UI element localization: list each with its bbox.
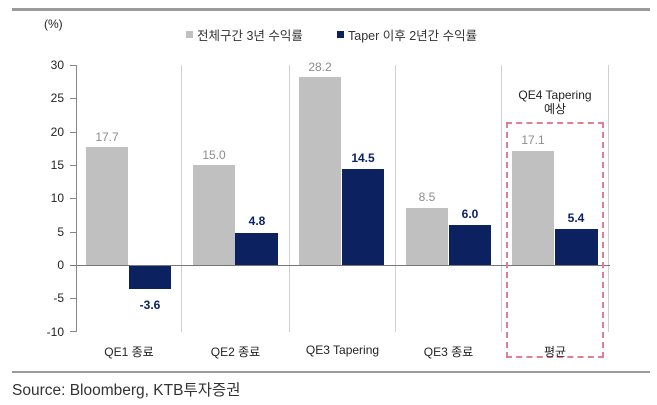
y-tick: 0 bbox=[57, 258, 64, 272]
annotation-qe4-tapering: QE4 Tapering 예상 bbox=[502, 88, 608, 116]
x-category-label: QE3 종료 bbox=[423, 345, 474, 359]
value-label-taper: -3.6 bbox=[139, 298, 161, 312]
y-tickmark bbox=[70, 198, 76, 199]
category-separator bbox=[501, 65, 502, 332]
bar-total-qe2-end bbox=[193, 165, 235, 265]
y-axis bbox=[76, 65, 77, 332]
value-label-taper: 14.5 bbox=[351, 151, 375, 165]
category-separator bbox=[395, 65, 396, 332]
y-tick: 15 bbox=[50, 158, 64, 172]
value-label-total: 8.5 bbox=[418, 190, 436, 204]
value-label-taper: 6.0 bbox=[461, 207, 479, 221]
y-tick: 20 bbox=[50, 125, 64, 139]
y-tick: 25 bbox=[50, 91, 64, 105]
annotation-line1: QE4 Tapering bbox=[518, 88, 592, 102]
y-tick: -10 bbox=[46, 325, 64, 339]
bar-taper-qe1-end bbox=[129, 265, 171, 289]
annotation-line2: 예상 bbox=[543, 102, 567, 116]
bar-taper-qe3-end bbox=[449, 225, 491, 265]
value-label-total: 17.1 bbox=[521, 133, 545, 147]
y-tickmark bbox=[70, 98, 76, 99]
y-tickmark bbox=[70, 165, 76, 166]
category-separator bbox=[181, 65, 182, 332]
y-tick: 30 bbox=[50, 58, 64, 72]
legend-swatch-navy bbox=[337, 31, 344, 38]
bottom-rule bbox=[12, 371, 360, 373]
bar-total-average bbox=[512, 151, 554, 265]
highlight-dashed-box bbox=[506, 122, 604, 358]
x-category-label: 평균 bbox=[543, 345, 567, 359]
bar-total-qe1-end bbox=[86, 147, 128, 265]
zero-line bbox=[70, 265, 610, 266]
y-tickmark bbox=[70, 331, 76, 332]
y-tick: 10 bbox=[50, 191, 64, 205]
legend-swatch-grey bbox=[186, 31, 193, 38]
x-category-label: QE1 종료 bbox=[104, 345, 154, 359]
value-label-total: 28.2 bbox=[308, 60, 332, 74]
bar-taper-qe3-tapering bbox=[342, 169, 384, 265]
bar-total-qe3-end bbox=[406, 208, 448, 265]
value-label-taper: 5.4 bbox=[567, 211, 585, 225]
value-label-total: 15.0 bbox=[202, 148, 226, 162]
y-tickmark bbox=[70, 232, 76, 233]
y-tick: 5 bbox=[57, 225, 64, 239]
y-tickmark bbox=[70, 298, 76, 299]
x-category-label: QE2 종료 bbox=[210, 345, 261, 359]
legend-item-taper: Taper 이후 2년간 수익률 bbox=[337, 25, 477, 44]
value-label-taper: 4.8 bbox=[248, 214, 266, 228]
bar-total-qe3-tapering bbox=[299, 77, 341, 265]
x-category-label: QE3 Tapering bbox=[305, 343, 380, 357]
legend-item-total: 전체구간 3년 수익률 bbox=[186, 25, 303, 44]
y-tick: -5 bbox=[53, 291, 64, 305]
top-rule bbox=[12, 8, 650, 11]
bar-taper-qe2-end bbox=[235, 233, 278, 265]
y-axis-unit: (%) bbox=[44, 17, 63, 31]
legend-label-total: 전체구간 3년 수익률 bbox=[197, 29, 303, 43]
category-separator bbox=[289, 65, 290, 332]
legend-label-taper: Taper 이후 2년간 수익률 bbox=[348, 29, 478, 43]
y-tickmark bbox=[70, 132, 76, 133]
bar-taper-average bbox=[555, 229, 598, 265]
bottom-rule-right bbox=[290, 371, 650, 373]
y-tickmark bbox=[70, 65, 76, 66]
value-label-total: 17.7 bbox=[95, 130, 119, 144]
category-separator bbox=[608, 65, 609, 332]
source-note: Source: Bloomberg, KTB투자증권 bbox=[12, 382, 241, 399]
